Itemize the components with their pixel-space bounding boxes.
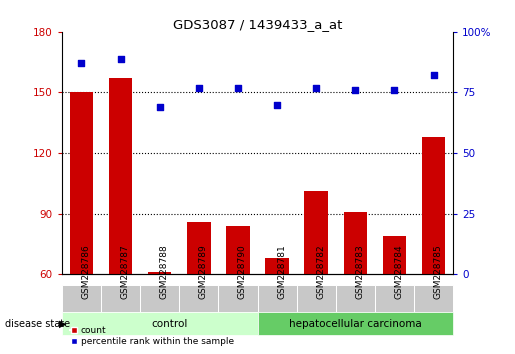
Point [430, 73, 438, 78]
Bar [414, 285, 453, 312]
Bar [62, 285, 101, 312]
Text: control: control [151, 319, 187, 329]
Point [77, 61, 85, 66]
Text: GSM228788: GSM228788 [160, 244, 168, 298]
Text: GSM228785: GSM228785 [434, 244, 442, 298]
Point [156, 104, 164, 110]
Text: GSM228789: GSM228789 [199, 244, 208, 298]
Point [390, 87, 399, 93]
Text: GSM228786: GSM228786 [81, 244, 90, 298]
Bar [62, 312, 258, 335]
Bar [297, 285, 336, 312]
Point [351, 87, 359, 93]
Title: GDS3087 / 1439433_a_at: GDS3087 / 1439433_a_at [173, 18, 342, 31]
Bar [226, 226, 250, 274]
Point [234, 85, 242, 90]
Bar [218, 285, 258, 312]
Bar [304, 192, 328, 274]
Bar [422, 137, 445, 274]
Bar [187, 222, 211, 274]
Bar [336, 285, 375, 312]
Text: GSM228784: GSM228784 [394, 244, 403, 298]
Text: disease state: disease state [5, 319, 70, 329]
Text: hepatocellular carcinoma: hepatocellular carcinoma [289, 319, 422, 329]
Bar [258, 312, 453, 335]
Point [195, 85, 203, 90]
Text: GSM228781: GSM228781 [277, 244, 286, 298]
Point [273, 102, 281, 107]
Bar [265, 258, 289, 274]
Point [312, 85, 320, 90]
Bar [70, 92, 93, 274]
Text: GSM228787: GSM228787 [121, 244, 129, 298]
Text: GSM228790: GSM228790 [238, 244, 247, 298]
Legend: count, percentile rank within the sample: count, percentile rank within the sample [66, 322, 237, 349]
Text: GSM228783: GSM228783 [355, 244, 364, 298]
Bar [344, 212, 367, 274]
Bar [109, 78, 132, 274]
Bar [375, 285, 414, 312]
Bar [258, 285, 297, 312]
Bar [101, 285, 140, 312]
Bar [383, 236, 406, 274]
Bar [179, 285, 218, 312]
Bar [148, 272, 171, 274]
Point [116, 56, 125, 61]
Bar [140, 285, 179, 312]
Text: ▶: ▶ [59, 319, 67, 329]
Text: GSM228782: GSM228782 [316, 244, 325, 298]
